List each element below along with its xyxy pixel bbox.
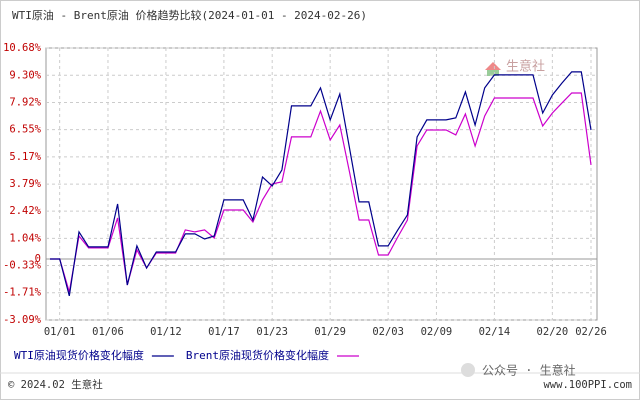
series-line <box>50 92 592 293</box>
y-tick-label: 7.92% <box>9 97 41 109</box>
x-tick-label: 02/20 <box>537 326 569 338</box>
copyright: © 2024.02 生意社 <box>8 378 103 391</box>
x-tick-label: 01/01 <box>44 326 76 338</box>
y-tick-label: 9.30% <box>9 69 41 81</box>
y-tick-label: 3.79% <box>9 178 41 190</box>
x-tick-label: 01/06 <box>92 326 124 338</box>
y-tick-label: 1.04% <box>9 232 41 244</box>
watermark: 公众号 · 生意社 <box>482 363 576 378</box>
y-tick-label: 10.68% <box>3 42 42 54</box>
website: www.100PPI.com <box>543 379 632 391</box>
y-tick-label: -1.71% <box>3 287 42 299</box>
y-tick-label: 2.42% <box>9 205 41 217</box>
watermark-icon <box>461 363 475 377</box>
x-tick-label: 01/29 <box>314 326 346 338</box>
logo-icon <box>487 70 499 76</box>
chart-title: WTI原油 - Brent原油 价格趋势比较(2024-01-01 - 2024… <box>12 8 367 22</box>
x-tick-label: 01/23 <box>256 326 288 338</box>
y-tick-label: -0.33% <box>3 259 42 271</box>
logo-text: 生意社 <box>506 59 545 75</box>
y-tick-label: 0 <box>35 253 41 265</box>
y-tick-label: 6.55% <box>9 124 41 136</box>
x-tick-label: 02/14 <box>479 326 511 338</box>
x-tick-label: 02/09 <box>421 326 453 338</box>
legend-label: WTI原油现货价格变化幅度 <box>14 348 144 362</box>
y-tick-label: -3.09% <box>3 314 42 326</box>
y-tick-label: 5.17% <box>9 151 41 163</box>
x-tick-label: 01/12 <box>150 326 182 338</box>
legend-label: Brent原油现货价格变化幅度 <box>186 348 329 362</box>
x-tick-label: 01/17 <box>208 326 240 338</box>
logo: 生意社 <box>485 59 545 76</box>
x-tick-label: 02/26 <box>575 326 607 338</box>
series-line <box>50 71 592 297</box>
x-tick-label: 02/03 <box>372 326 404 338</box>
logo-icon <box>485 62 501 70</box>
